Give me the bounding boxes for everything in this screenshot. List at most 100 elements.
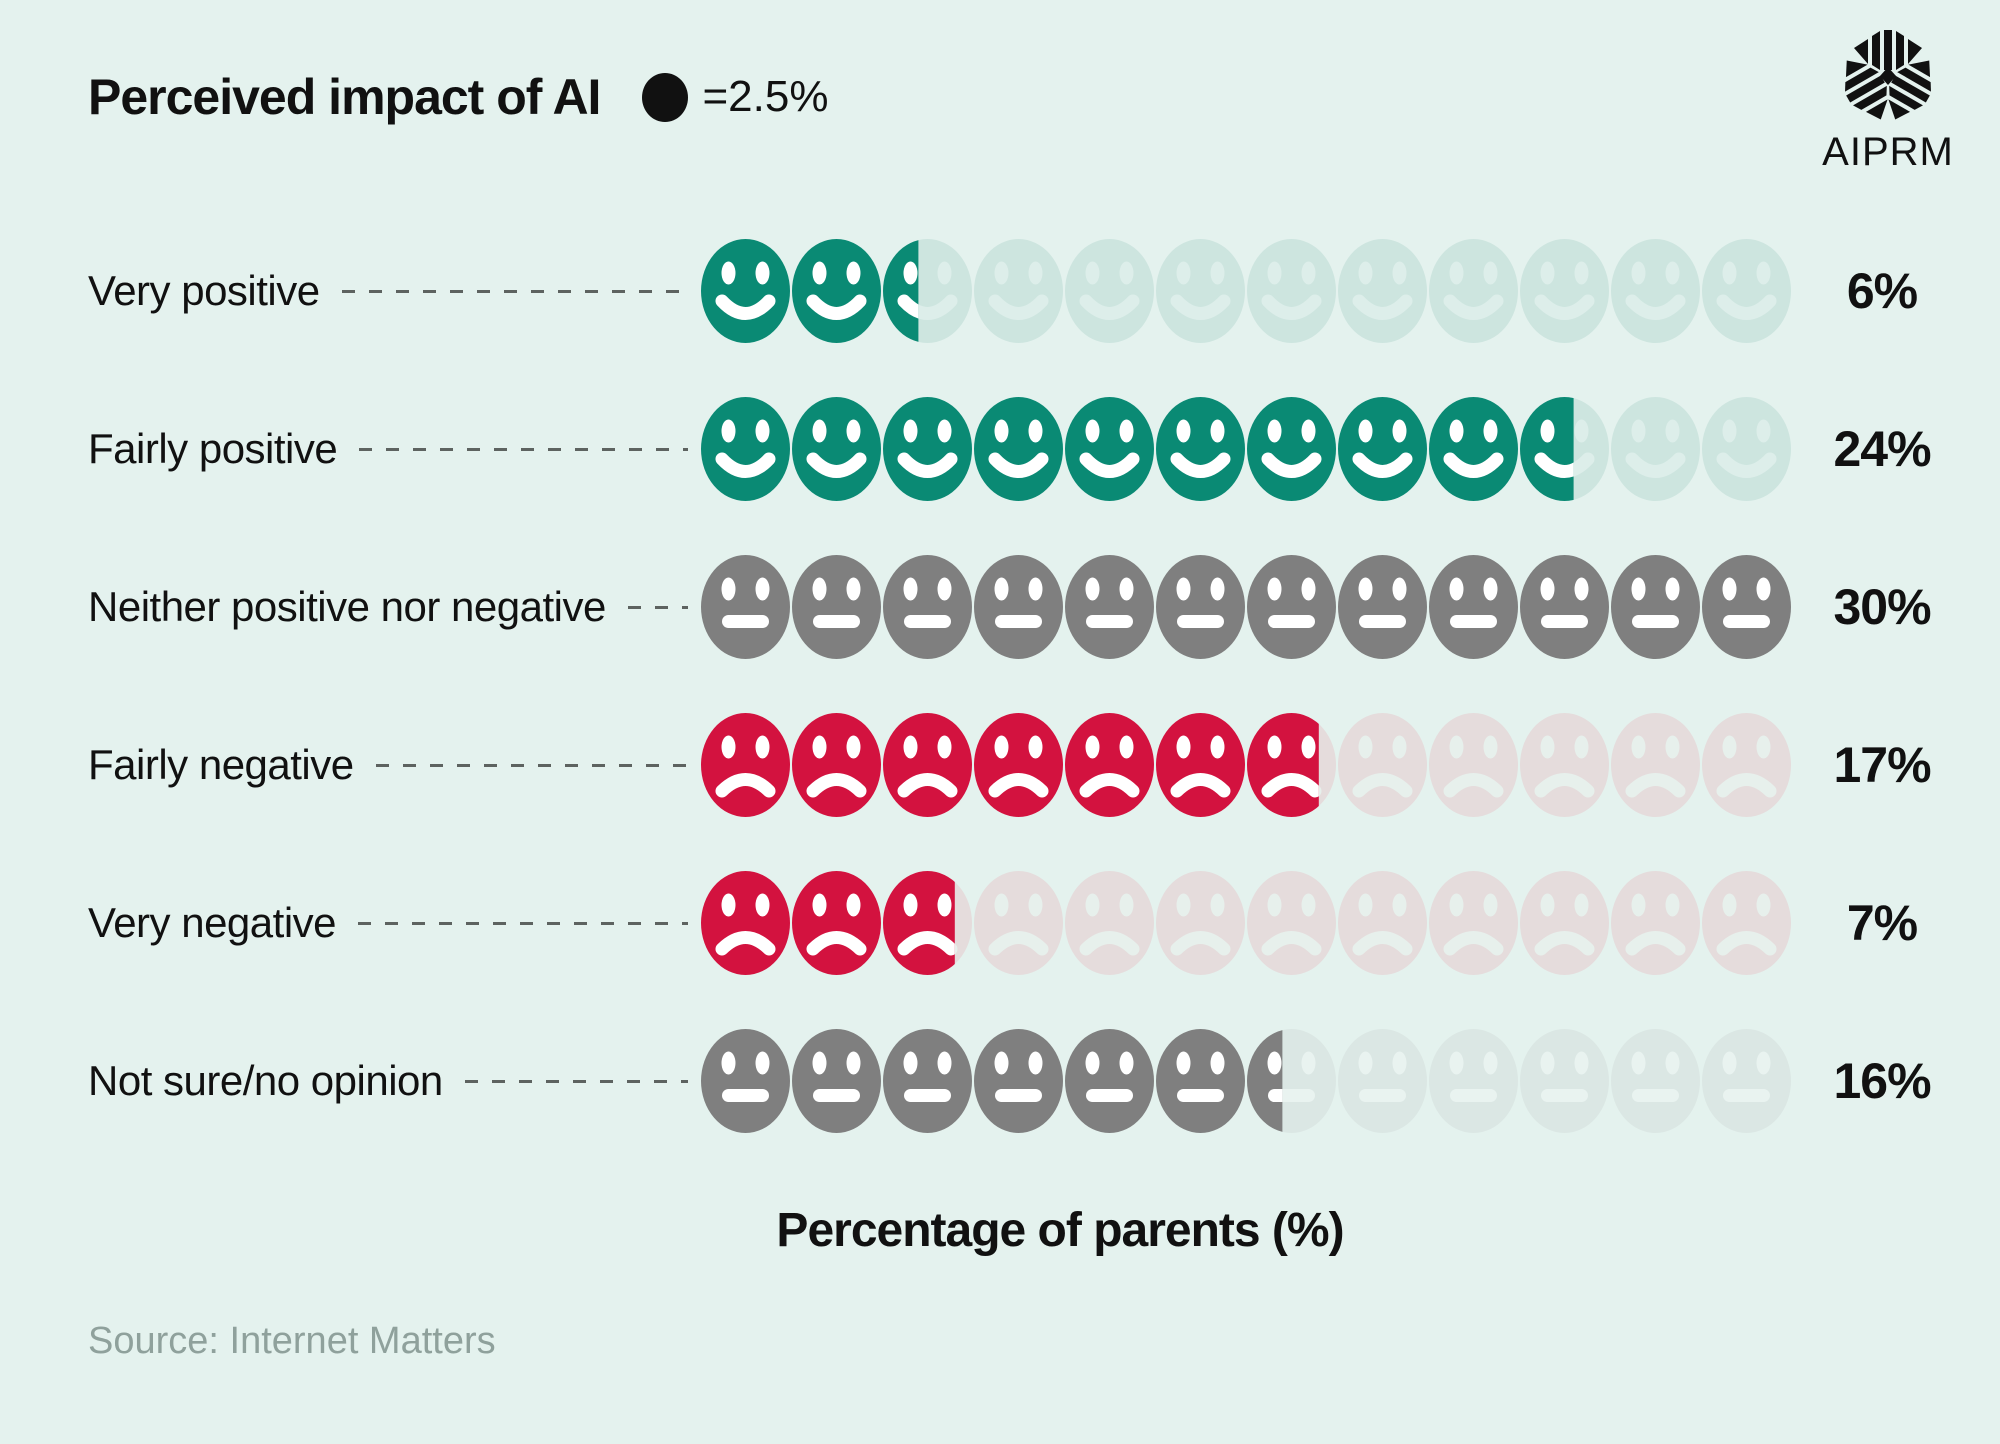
face-icon-slot xyxy=(791,1029,882,1133)
happy-face-icon xyxy=(883,397,972,501)
neutral-face-icon xyxy=(1247,555,1336,659)
leader-dashed-line xyxy=(464,1079,688,1083)
row-label: Fairly positive xyxy=(88,425,338,472)
neutral-face-icon xyxy=(792,1029,881,1133)
face-icon-slot xyxy=(882,1029,973,1133)
row-value-label: 7% xyxy=(1846,895,1918,951)
row-value-label: 6% xyxy=(1846,263,1918,319)
face-icon-slot xyxy=(1519,555,1610,659)
neutral-face-icon xyxy=(1611,1029,1700,1133)
happy-face-icon xyxy=(1247,397,1336,501)
face-icon-slot xyxy=(1246,555,1337,659)
sad-face-icon xyxy=(1247,871,1336,975)
neutral-face-icon xyxy=(1702,1029,1791,1133)
face-icon-slot xyxy=(882,397,973,501)
sad-face-icon xyxy=(1429,713,1518,817)
happy-face-icon xyxy=(1429,239,1518,343)
face-icon-slot xyxy=(1610,713,1701,817)
face-icon-slot xyxy=(1064,713,1155,817)
face-icon-slot xyxy=(1519,713,1610,817)
sad-face-icon xyxy=(1429,871,1518,975)
sad-face-icon xyxy=(701,713,790,817)
neutral-face-icon xyxy=(1156,1029,1245,1133)
sad-face-icon xyxy=(701,871,790,975)
sad-face-icon xyxy=(974,713,1063,817)
happy-face-icon xyxy=(1611,397,1700,501)
row-label: Fairly negative xyxy=(88,741,354,788)
leader-dashed-line xyxy=(358,921,688,925)
neutral-face-icon xyxy=(883,1029,972,1133)
sad-face-icon xyxy=(883,713,972,817)
face-icon-slot xyxy=(1064,871,1155,975)
face-icon-slot xyxy=(1155,555,1246,659)
face-icon-slot xyxy=(1337,713,1428,817)
row-label: Very positive xyxy=(88,267,320,314)
happy-face-icon xyxy=(1520,239,1609,343)
face-icon-slot xyxy=(1428,555,1519,659)
face-icon-slot xyxy=(973,555,1064,659)
brand-name: AIPRM xyxy=(1822,130,1954,174)
face-icon-slot xyxy=(1155,713,1246,817)
face-icons-strip xyxy=(700,397,1792,501)
happy-face-icon xyxy=(1702,239,1791,343)
face-icon-slot xyxy=(1246,1029,1337,1133)
face-icon-slot xyxy=(1428,713,1519,817)
sad-face-icon xyxy=(1520,713,1609,817)
happy-face-icon xyxy=(1338,239,1427,343)
leader-dashed-line xyxy=(341,289,688,293)
face-icon-slot xyxy=(700,397,791,501)
sad-face-icon xyxy=(1702,713,1791,817)
happy-face-icon xyxy=(1338,397,1427,501)
face-icon-slot xyxy=(1428,871,1519,975)
brand-logo: AIPRM xyxy=(1810,24,1966,175)
happy-face-icon xyxy=(974,239,1063,343)
sad-face-icon xyxy=(1156,871,1245,975)
face-icon-slot xyxy=(1701,239,1792,343)
row-value-label: 24% xyxy=(1833,421,1931,477)
happy-face-icon xyxy=(792,397,881,501)
face-icon-slot xyxy=(1337,239,1428,343)
face-icon-slot xyxy=(1701,871,1792,975)
face-icon-slot xyxy=(1610,239,1701,343)
x-axis-label: Percentage of parents (%) xyxy=(776,1204,1344,1257)
source-credit: Source: Internet Matters xyxy=(88,1320,496,1362)
sad-face-icon xyxy=(1338,871,1427,975)
sad-face-icon xyxy=(1702,871,1791,975)
face-icon-slot xyxy=(973,397,1064,501)
sad-face-icon xyxy=(974,871,1063,975)
legend-unit-label: =2.5% xyxy=(702,72,829,121)
neutral-face-icon xyxy=(1338,1029,1427,1133)
face-icon-slot xyxy=(1064,1029,1155,1133)
face-icon-slot xyxy=(1701,713,1792,817)
sad-face-icon xyxy=(1520,871,1609,975)
neutral-face-icon xyxy=(1520,555,1609,659)
neutral-face-icon xyxy=(701,555,790,659)
happy-face-icon xyxy=(1429,397,1518,501)
face-icon-slot xyxy=(700,1029,791,1133)
face-icon-slot xyxy=(973,871,1064,975)
face-icons-strip xyxy=(700,1029,1792,1133)
face-icon-slot xyxy=(791,239,882,343)
neutral-face-icon xyxy=(1065,1029,1154,1133)
face-icon-slot xyxy=(791,713,882,817)
face-icon-slot xyxy=(791,555,882,659)
face-icon-slot xyxy=(1246,239,1337,343)
face-icon-slot xyxy=(1701,1029,1792,1133)
face-icons-strip xyxy=(700,713,1792,817)
aiprm-logo-icon xyxy=(1845,30,1931,120)
face-icon-slot xyxy=(791,871,882,975)
pictograph-row: Very negative 7% xyxy=(88,844,1972,1002)
face-icon-slot xyxy=(1337,871,1428,975)
face-icons-strip xyxy=(700,555,1792,659)
face-icon-slot xyxy=(1246,713,1337,817)
happy-face-icon xyxy=(1156,239,1245,343)
face-icon-slot xyxy=(1610,1029,1701,1133)
neutral-face-icon xyxy=(1702,555,1791,659)
sad-face-icon xyxy=(1338,713,1427,817)
face-icon-slot xyxy=(1155,239,1246,343)
row-label: Very negative xyxy=(88,899,337,946)
face-icon-slot xyxy=(1610,397,1701,501)
leader-dashed-line xyxy=(627,605,688,609)
neutral-face-icon xyxy=(792,555,881,659)
sad-face-icon xyxy=(792,871,881,975)
